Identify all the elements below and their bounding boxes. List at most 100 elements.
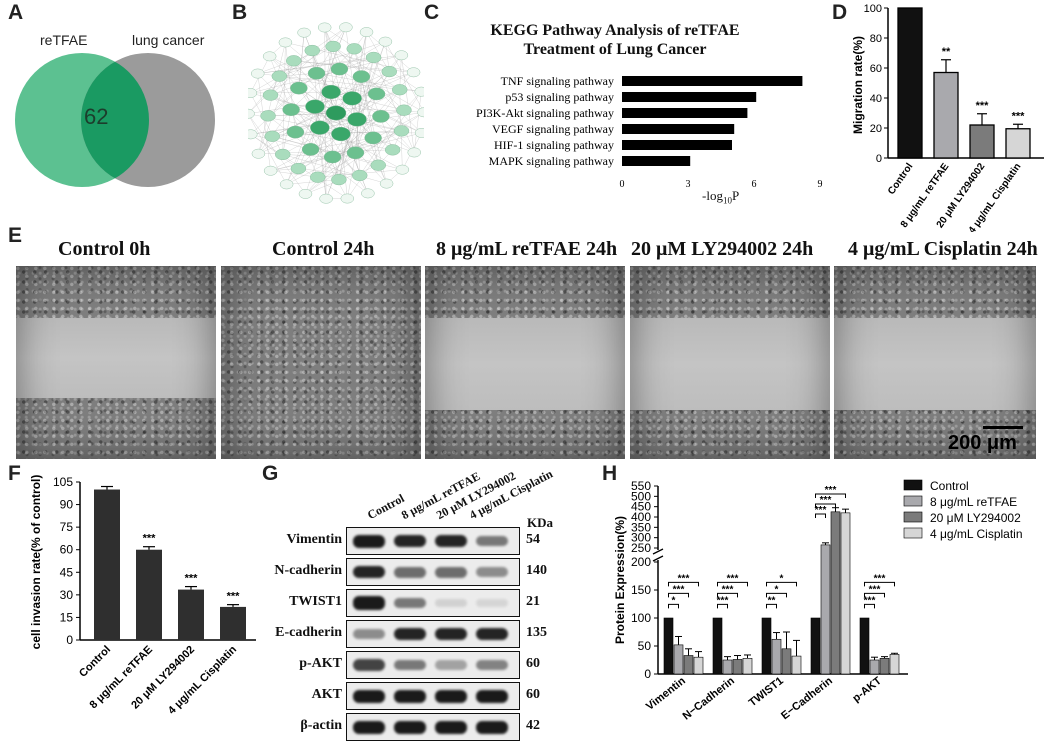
network-node [263, 52, 276, 61]
f-y-tick-label: 90 [60, 498, 74, 512]
blot-row-label: N-cadherin [262, 563, 342, 579]
protein-band [353, 629, 385, 639]
kegg-category-label: p53 signaling pathway [505, 90, 614, 104]
network-node [280, 180, 293, 189]
network-node [298, 28, 311, 37]
network-node [248, 109, 255, 118]
protein-band [435, 628, 467, 641]
protein-band [394, 535, 426, 548]
network-node [286, 55, 301, 66]
wound-photo [221, 266, 421, 459]
h-significance-label: * [775, 584, 779, 595]
network-node [372, 110, 389, 122]
photo-label-1: Control 24h [272, 238, 374, 261]
photo-vignette [16, 266, 216, 459]
network-node [272, 71, 287, 82]
wound-photo [834, 266, 1036, 459]
h-significance-label: *** [717, 595, 729, 606]
network-node [248, 88, 257, 97]
kegg-x-tick: 0 [620, 179, 625, 190]
kegg-bar [622, 92, 756, 102]
lane-label: Control [365, 491, 407, 523]
photo-label-0: Control 0h [58, 238, 150, 261]
panel-label-e: E [8, 224, 22, 248]
protein-band [476, 567, 508, 577]
f-y-tick-label: 45 [60, 565, 74, 579]
network-node [310, 121, 329, 135]
f-y-axis-label: cell invasion rate(% of control) [29, 475, 43, 650]
protein-band [353, 659, 385, 671]
kegg-category-label: PI3K-Akt signaling pathway [476, 106, 614, 120]
h-bar [762, 618, 771, 674]
h-legend-swatch [904, 528, 922, 538]
d-y-tick-label: 40 [870, 93, 882, 105]
network-node [305, 45, 320, 56]
protein-band [435, 690, 467, 703]
photo-label-2: 8 μg/mL reTFAE 24h [436, 238, 617, 261]
network-node [265, 131, 280, 142]
blot-kda-value: 21 [526, 594, 540, 610]
blot-strip [346, 651, 520, 679]
f-bar [178, 590, 204, 640]
d-y-axis-label: Migration rate(%) [851, 36, 865, 134]
network-node [347, 43, 362, 54]
kegg-bar [622, 140, 732, 150]
f-y-tick-label: 60 [60, 543, 74, 557]
network-node [392, 84, 407, 95]
blot-strip [346, 558, 520, 586]
h-legend-label: 8 μg/mL reTFAE [930, 495, 1017, 509]
h-legend-swatch [904, 512, 922, 522]
f-significance: *** [185, 573, 199, 585]
network-node [361, 189, 374, 198]
panel-label-f: F [8, 462, 21, 486]
network-node [379, 37, 392, 46]
network-node [326, 106, 346, 120]
panel-label-g: G [262, 462, 278, 486]
kegg-category-label: TNF signaling pathway [501, 74, 614, 88]
h-bar [743, 658, 752, 674]
network-node [275, 149, 290, 160]
blot-row-label: AKT [262, 687, 342, 703]
kegg-bar [622, 76, 802, 86]
f-y-tick-label: 30 [60, 588, 74, 602]
blot-strip [346, 682, 520, 710]
kegg-x-axis-label: -log10P [702, 188, 739, 206]
d-y-tick-label: 100 [864, 3, 882, 15]
h-y-tick-label: 550 [631, 479, 651, 493]
protein-band [353, 721, 385, 734]
photo-vignette [425, 266, 625, 459]
network-node [360, 27, 373, 36]
blot-row-label: Vimentin [262, 532, 342, 548]
protein-band [476, 660, 508, 671]
d-y-tick-label: 20 [870, 123, 882, 135]
d-y-tick-label: 60 [870, 63, 882, 75]
h-y-tick-label: 0 [644, 667, 651, 681]
photo-vignette [630, 266, 830, 459]
f-bar [94, 490, 120, 640]
h-significance-label: *** [874, 573, 886, 584]
network-node [299, 189, 312, 198]
blot-row-label: p-AKT [262, 656, 342, 672]
protein-band [394, 721, 426, 734]
protein-band [476, 599, 508, 608]
kegg-category-label: VEGF signaling pathway [492, 122, 614, 136]
network-node [279, 38, 292, 47]
h-y-tick-label: 200 [631, 555, 651, 569]
kegg-x-tick: 9 [818, 179, 823, 190]
h-bar [870, 660, 879, 674]
kegg-category-label: MAPK signaling pathway [489, 154, 614, 168]
network-edge [283, 42, 286, 154]
h-legend-swatch [904, 480, 922, 490]
blot-row-label: β-actin [262, 718, 342, 734]
network-node [408, 148, 421, 157]
h-significance-label: *** [722, 584, 734, 595]
network-node [343, 92, 362, 106]
blot-kda-value: 42 [526, 718, 540, 734]
protein-band [435, 660, 467, 670]
network-node [339, 23, 352, 32]
protein-expression-chart: 050100150200250300350400450500550Protein… [612, 476, 1050, 734]
network-node [365, 132, 382, 144]
network-node [394, 125, 409, 136]
